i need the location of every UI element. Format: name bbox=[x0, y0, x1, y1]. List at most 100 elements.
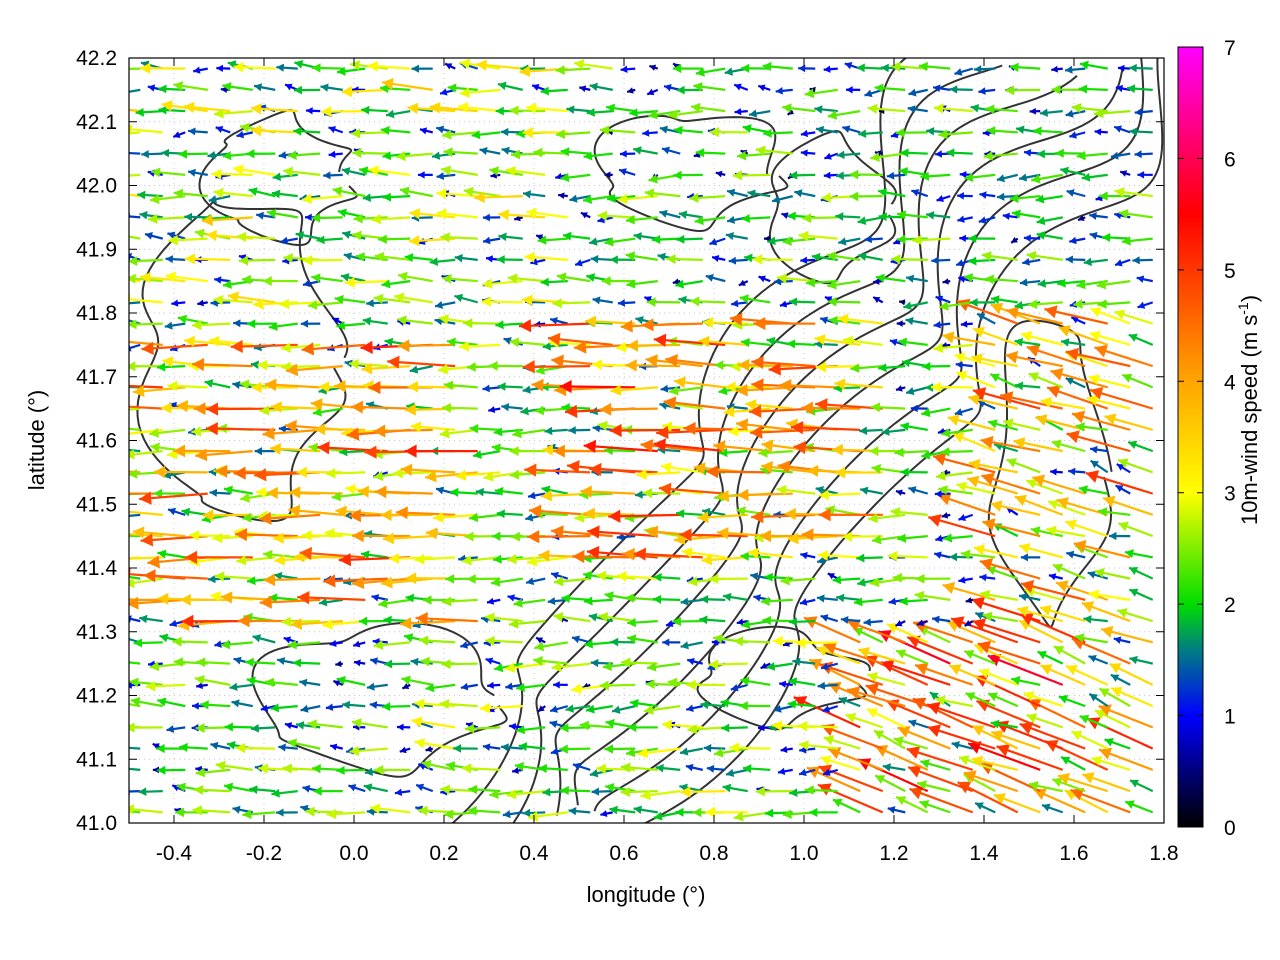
wind-arrow-head bbox=[362, 193, 371, 202]
wind-arrow-head bbox=[727, 188, 736, 197]
wind-arrow bbox=[589, 768, 613, 778]
wind-arrow-head bbox=[816, 645, 829, 657]
wind-arrow-head bbox=[417, 171, 425, 179]
wind-arrow-head bbox=[680, 786, 691, 798]
wind-arrow bbox=[397, 339, 456, 353]
wind-arrow bbox=[1065, 347, 1131, 368]
wind-arrow bbox=[609, 805, 636, 815]
wind-arrow-head bbox=[553, 576, 564, 587]
wind-arrow bbox=[455, 469, 501, 481]
wind-arrow-head bbox=[395, 506, 408, 520]
wind-arrow-head bbox=[942, 278, 949, 285]
wind-arrow bbox=[873, 729, 906, 750]
wind-arrow bbox=[1093, 108, 1131, 119]
wind-arrow-head bbox=[1116, 464, 1125, 471]
wind-arrow-head bbox=[954, 68, 963, 76]
wind-arrow-shaft bbox=[995, 721, 1064, 750]
wind-arrow-head bbox=[404, 633, 414, 643]
wind-arrow bbox=[307, 300, 343, 310]
wind-arrow-head bbox=[512, 428, 522, 439]
wind-arrow-head bbox=[102, 406, 112, 416]
wind-arrow-head bbox=[645, 354, 658, 367]
wind-arrow bbox=[214, 571, 253, 582]
wind-arrow-head bbox=[1057, 278, 1066, 288]
wind-arrow-head bbox=[119, 316, 127, 324]
wind-arrow bbox=[914, 662, 974, 686]
wind-arrow-head bbox=[597, 420, 608, 431]
wind-arrow-head bbox=[996, 744, 1011, 757]
wind-arrow-head bbox=[328, 126, 337, 134]
wind-arrow bbox=[509, 337, 546, 348]
wind-arrow bbox=[999, 391, 1063, 410]
wind-arrow-shaft bbox=[129, 510, 163, 516]
wind-arrow bbox=[270, 703, 298, 713]
wind-arrow-head bbox=[583, 439, 597, 454]
wind-arrow-head bbox=[592, 296, 601, 305]
wind-arrow-head bbox=[383, 615, 392, 625]
wind-arrow-head bbox=[1070, 788, 1085, 801]
wind-arrow-head bbox=[835, 212, 844, 221]
wind-arrow bbox=[553, 612, 591, 623]
wind-arrow bbox=[555, 65, 591, 75]
wind-arrow-head bbox=[1110, 674, 1120, 682]
wind-arrow bbox=[341, 85, 388, 98]
wind-arrow bbox=[1033, 126, 1063, 136]
wind-arrow-head bbox=[173, 657, 184, 667]
wind-arrow-head bbox=[565, 704, 574, 713]
wind-arrow-head bbox=[241, 274, 252, 285]
wind-arrow-head bbox=[965, 692, 976, 702]
wind-arrow-head bbox=[718, 386, 728, 396]
wind-arrow bbox=[871, 534, 906, 545]
wind-arrow-head bbox=[761, 439, 774, 452]
wind-arrow-head bbox=[690, 102, 701, 113]
wind-arrow-head bbox=[1011, 209, 1021, 219]
wind-arrow bbox=[302, 279, 321, 288]
wind-arrow-head bbox=[85, 463, 97, 475]
wind-arrow bbox=[141, 150, 163, 159]
wind-arrow bbox=[474, 191, 523, 204]
wind-arrow-head bbox=[177, 314, 188, 324]
wind-arrow bbox=[353, 659, 366, 667]
wind-arrow-head bbox=[918, 61, 928, 72]
wind-arrow-head bbox=[733, 636, 744, 647]
wind-arrow-head bbox=[837, 313, 849, 325]
wind-arrow-head bbox=[444, 809, 454, 820]
wind-arrow-head bbox=[815, 486, 824, 495]
wind-arrow bbox=[1110, 151, 1131, 160]
wind-arrow bbox=[775, 87, 793, 95]
wind-arrow bbox=[301, 530, 343, 541]
wind-arrow-head bbox=[1089, 212, 1097, 220]
wind-arrow bbox=[232, 381, 253, 389]
wind-arrow-head bbox=[599, 402, 612, 416]
wind-arrow bbox=[939, 301, 973, 311]
wind-arrow bbox=[288, 504, 343, 517]
wind-arrow bbox=[481, 296, 523, 308]
wind-arrow-head bbox=[845, 712, 857, 723]
wind-arrow-head bbox=[832, 798, 843, 808]
wind-arrow-head bbox=[551, 525, 564, 539]
wind-arrow bbox=[313, 786, 343, 796]
wind-arrow-head bbox=[207, 151, 216, 160]
wind-arrow-head bbox=[782, 809, 792, 819]
wind-arrow-head bbox=[956, 481, 967, 492]
wind-arrow bbox=[955, 361, 973, 369]
wind-arrow-head bbox=[890, 507, 901, 518]
wind-arrow bbox=[260, 704, 276, 712]
wind-arrow bbox=[895, 127, 928, 138]
wind-arrow-head bbox=[179, 742, 188, 752]
wind-arrow-head bbox=[184, 212, 193, 222]
wind-arrow-head bbox=[742, 124, 752, 134]
wind-arrow bbox=[307, 719, 343, 730]
wind-arrow bbox=[969, 298, 996, 307]
wind-arrow-head bbox=[382, 77, 394, 90]
wind-arrow-head bbox=[982, 518, 996, 531]
wind-arrow bbox=[968, 234, 996, 243]
wind-arrow-head bbox=[257, 359, 268, 371]
wind-arrow-head bbox=[447, 83, 457, 93]
wind-arrow-head bbox=[687, 724, 698, 735]
wind-arrow bbox=[1014, 337, 1041, 347]
wind-arrow-head bbox=[641, 318, 654, 332]
wind-arrow bbox=[801, 401, 861, 415]
wind-arrow-head bbox=[590, 254, 599, 264]
wind-arrow-head bbox=[640, 439, 654, 453]
